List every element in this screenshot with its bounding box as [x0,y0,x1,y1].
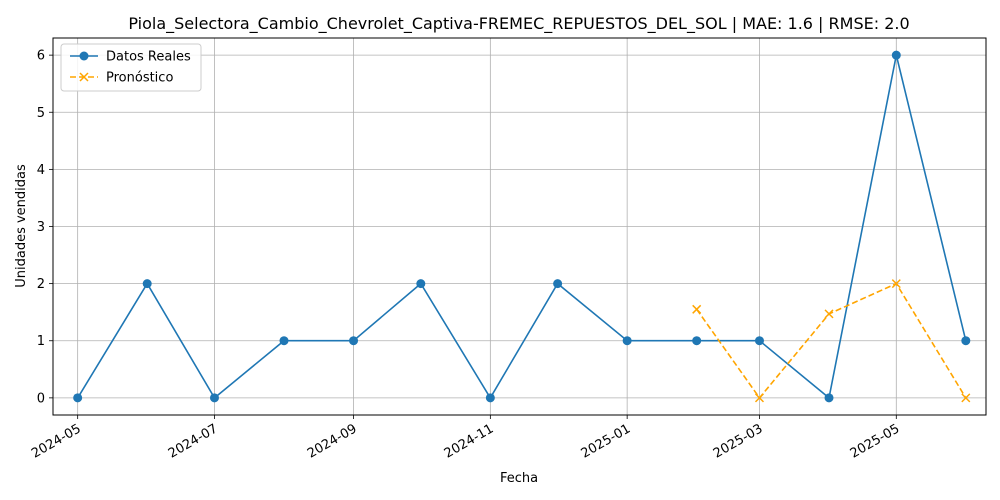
y-tick-label: 3 [37,220,45,235]
data-point [142,279,152,289]
x-tick-label: 2024-07 [166,421,221,461]
x-tick-label: 2024-05 [29,421,84,461]
y-tick-label: 2 [37,277,45,292]
forecast-point [692,304,702,314]
data-point [279,336,289,346]
y-tick-label: 6 [37,49,45,64]
data-point [754,336,764,346]
chart-title: Piola_Selectora_Cambio_Chevrolet_Captiva… [128,14,909,34]
data-point [79,51,89,61]
forecast-point [824,309,834,319]
data-point [692,336,702,346]
data-point [73,393,83,403]
x-axis-title: Fecha [500,471,538,486]
series-layer [73,50,971,403]
x-tick-label: 2025-05 [848,421,903,461]
grid [53,38,986,415]
x-axis: 2024-05 2024-07 2024-09 2024-11 2025-01 2025-… [29,415,902,462]
y-axis: 0 1 2 3 4 5 6 [37,49,53,406]
series-line [77,54,967,400]
data-point [891,50,901,60]
forecast-point [79,72,89,82]
legend-label: Datos Reales [106,50,191,65]
x-tick-label: 2024-09 [305,421,360,461]
data-point [824,393,834,403]
x-tick-label: 2025-03 [711,421,766,461]
y-axis-title: Unidades vendidas [14,164,29,288]
legend-label: Pronóstico [106,71,173,86]
x-tick-label: 2025-01 [579,421,634,461]
x-tick-label: 2024-11 [442,421,497,461]
series-actual [73,50,971,403]
data-point [485,393,495,403]
data-point [622,336,632,346]
series-forecast [692,279,971,403]
y-tick-label: 5 [37,106,45,121]
data-point [349,336,359,346]
legend: Datos Reales Pronóstico [60,43,202,92]
data-point [209,393,219,403]
data-point [553,279,563,289]
y-tick-label: 0 [37,391,45,406]
forecast-point [891,279,901,289]
y-tick-label: 4 [37,163,45,178]
forecast-point [754,393,765,403]
forecast-point [961,393,971,403]
data-point [416,279,426,289]
data-point [961,336,971,346]
y-tick-label: 1 [37,334,45,349]
